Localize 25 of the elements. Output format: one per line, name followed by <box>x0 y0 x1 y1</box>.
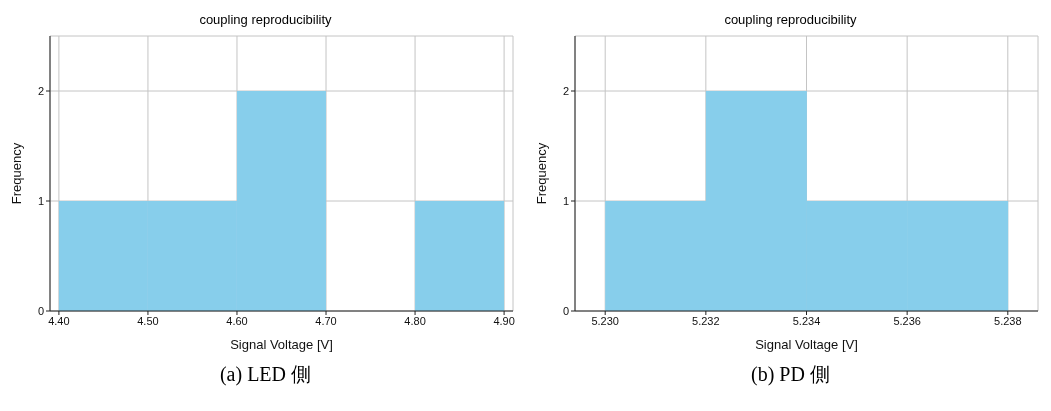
chart-title: coupling reproducibility <box>198 12 333 29</box>
text: (a) LED 側 <box>218 362 313 388</box>
y-axis-title: Frequency <box>533 142 549 205</box>
chart-title: coupling reproducibility <box>723 12 858 29</box>
x-tick-label: 5.230 <box>591 314 619 327</box>
x-axis-title: Signal Voltage [V] <box>230 337 333 352</box>
x-axis-title: Signal Voltage [V] <box>755 337 858 352</box>
x-tick-label: 4.50 <box>137 314 159 327</box>
x-tick-label: 4.70 <box>315 314 337 327</box>
x-tick-label: 5.232 <box>692 314 720 327</box>
x-tick-label: 5.234 <box>792 314 821 327</box>
x-tick-label: 5.238 <box>994 314 1022 327</box>
text: (b) PD 側 <box>750 362 831 388</box>
x-tick-label: 4.40 <box>48 314 70 327</box>
x-tick-label: 4.60 <box>226 314 248 327</box>
x-tick-label: 4.80 <box>404 314 426 327</box>
y-tick-label: 1 <box>562 194 569 207</box>
x-tick-label: 5.236 <box>893 314 921 327</box>
y-axis-title: Frequency <box>8 142 24 205</box>
y-tick-label: 2 <box>562 84 569 97</box>
y-tick-label: 2 <box>37 84 44 97</box>
y-tick-label: 1 <box>37 194 44 207</box>
x-tick-label: 4.90 <box>493 314 515 327</box>
y-tick-label: 0 <box>37 304 44 317</box>
y-tick-label: 0 <box>562 304 569 317</box>
